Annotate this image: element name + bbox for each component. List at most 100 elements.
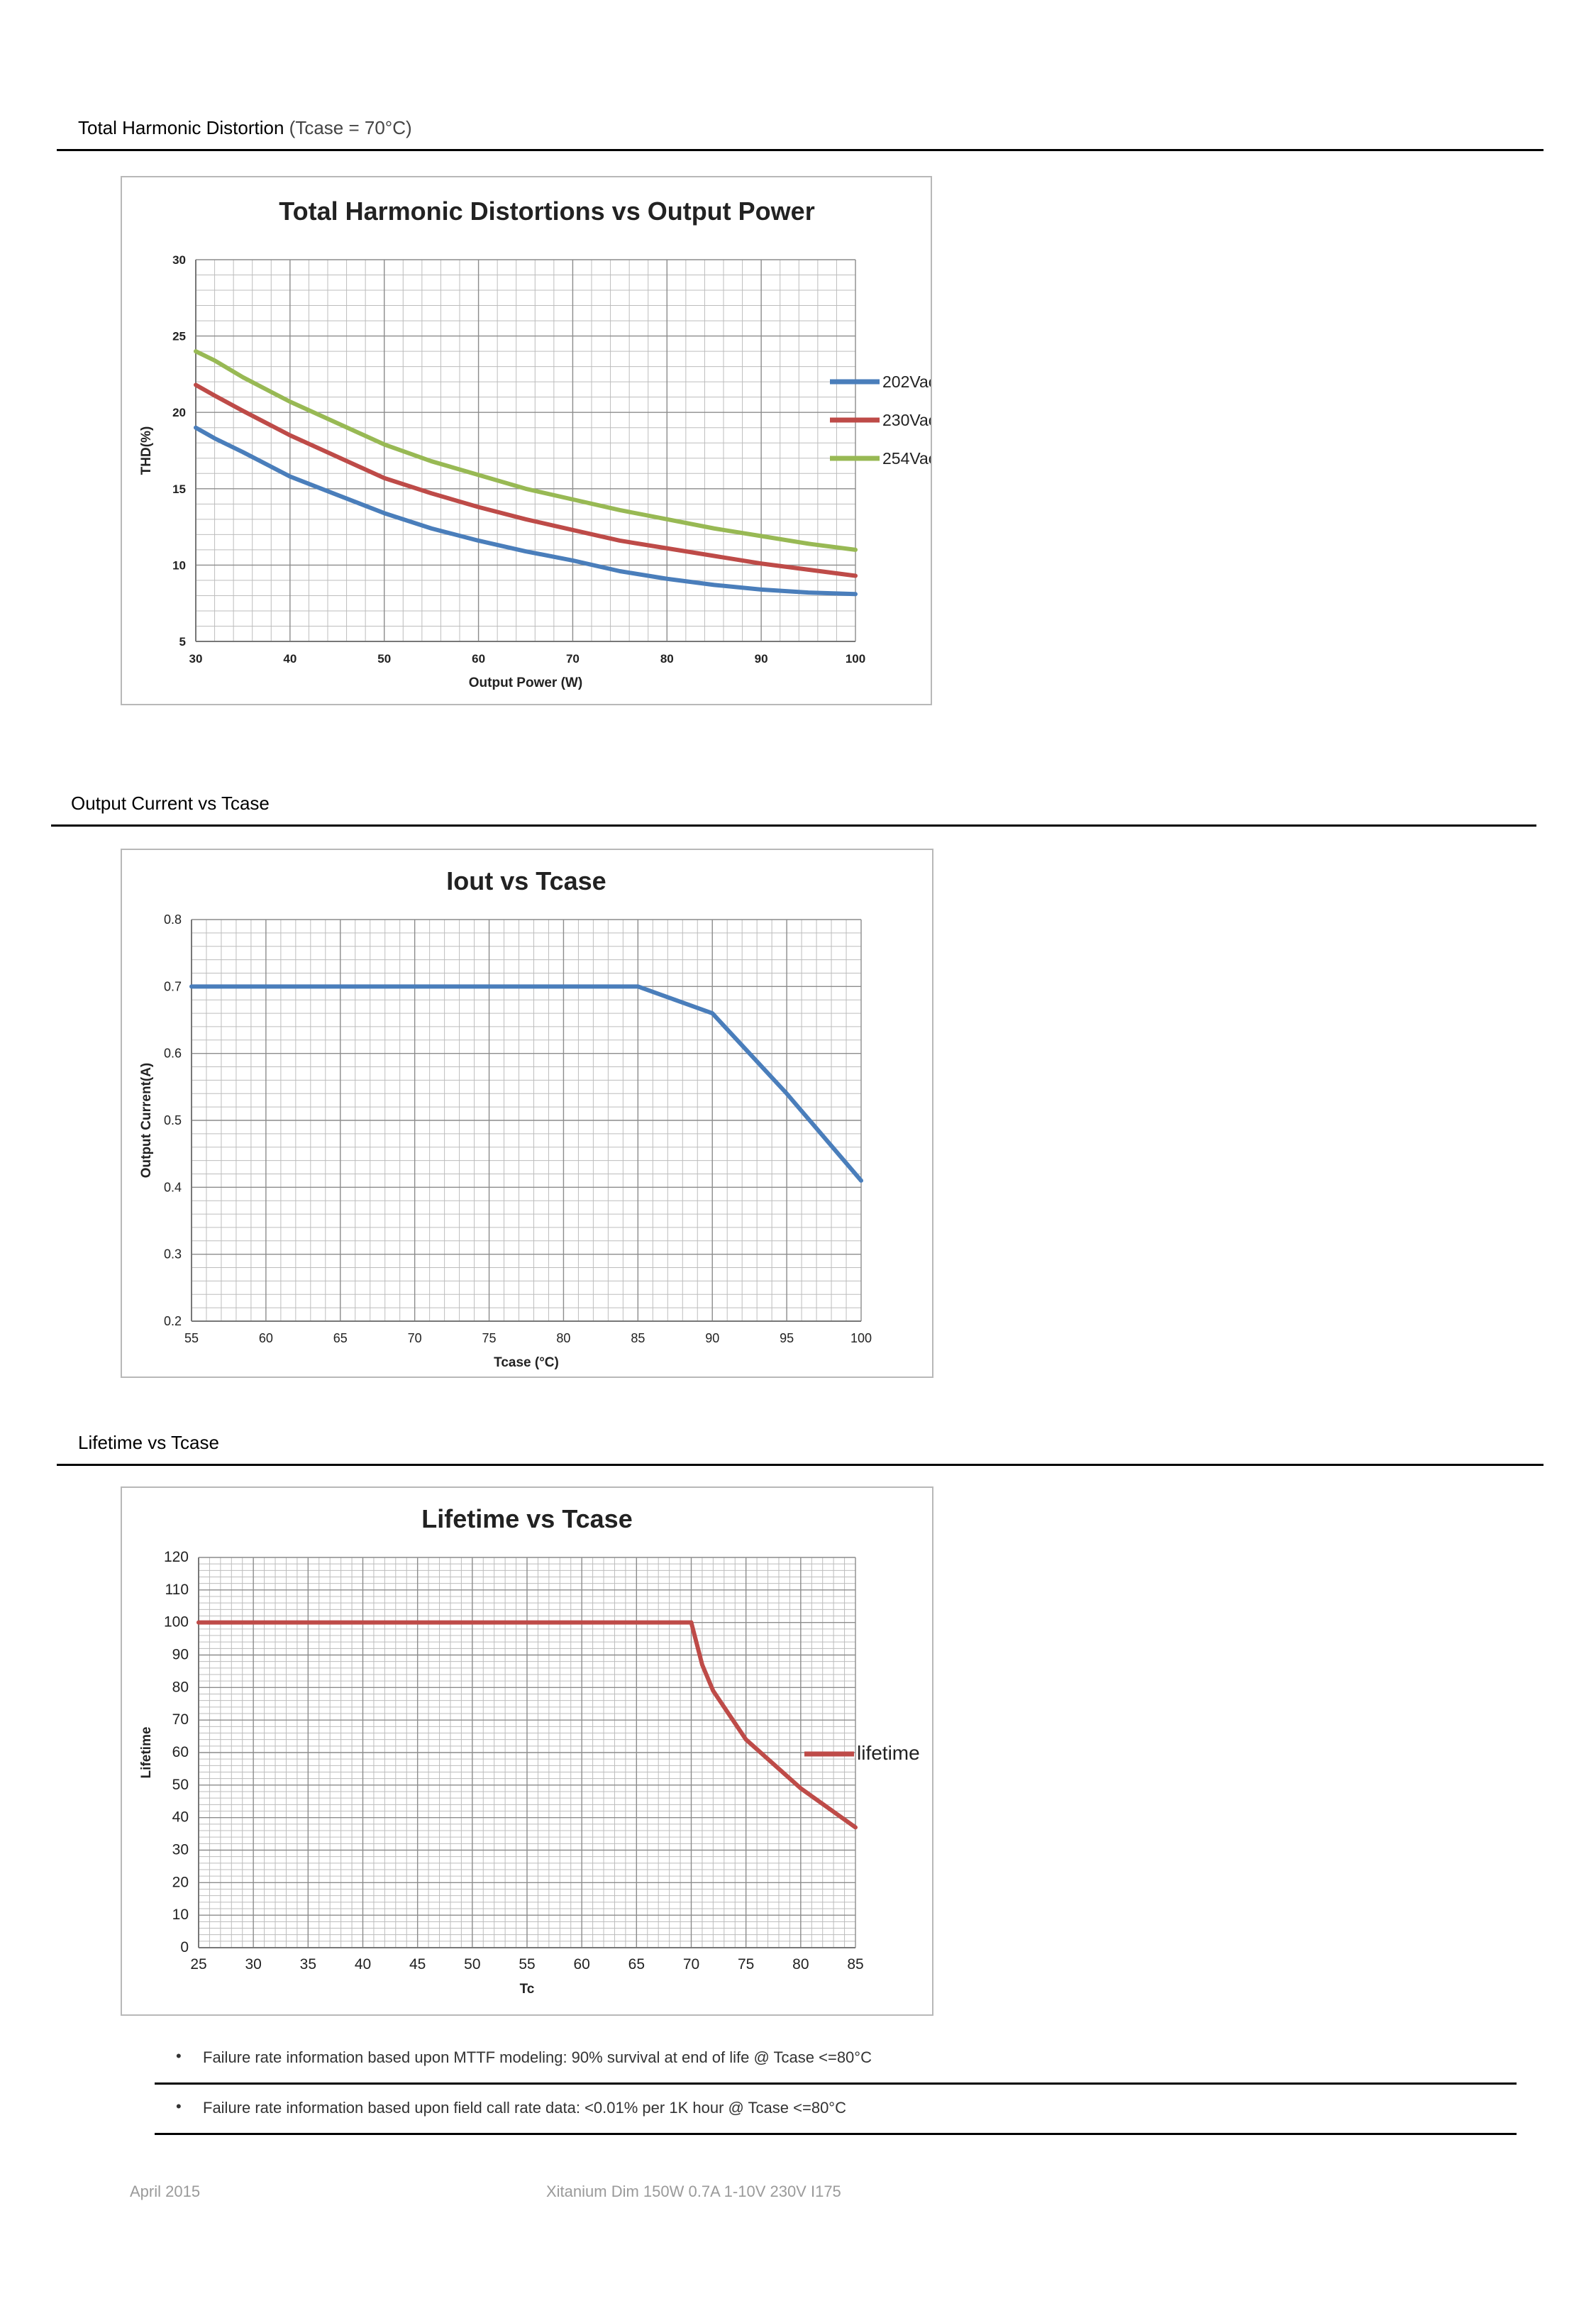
chart-title: Lifetime vs Tcase [421, 1504, 632, 1533]
y-tick-label: 10 [172, 1907, 189, 1923]
section-divider [51, 824, 1536, 827]
thd-chart: Total Harmonic Distortions vs Output Pow… [139, 197, 931, 690]
legend-label: 254Vac [882, 449, 931, 468]
x-tick-label: 75 [482, 1331, 497, 1345]
grid [198, 1557, 856, 1948]
notes-list: • Failure rate information based upon MT… [155, 2034, 1517, 2135]
x-tick-label: 70 [683, 1956, 699, 1973]
x-tick-label: 90 [755, 652, 768, 666]
y-tick-label: 0.8 [164, 912, 182, 927]
x-tick-label: 100 [850, 1331, 872, 1345]
iout-chart-frame: Iout vs Tcase 55 60 65 70 75 80 85 90 95 100 0.2 0.3… [121, 849, 933, 1378]
x-tick-label: 90 [705, 1331, 719, 1345]
note-text: Failure rate information based upon MTTF… [203, 2048, 872, 2066]
y-tick-label: 30 [172, 1842, 189, 1858]
y-tick-label: 120 [164, 1549, 189, 1565]
thd-section-title: Total Harmonic Distortion (Tcase = 70°C) [78, 117, 412, 139]
legend-label: 230Vac [882, 411, 931, 429]
life-chart: Lifetime vs Tcase 25 30 35 40 45 50 55 60 65 70 75 8… [139, 1504, 920, 1997]
x-tick-label: 70 [408, 1331, 422, 1345]
x-tick-label: 80 [792, 1956, 809, 1973]
series-line [189, 984, 863, 1183]
legend-label: 202Vac [882, 373, 931, 391]
y-tick-label: 0.4 [164, 1180, 182, 1194]
legend-label: lifetime [857, 1742, 920, 1764]
note-item: • Failure rate information based upon fi… [155, 2085, 1517, 2135]
x-tick-label: 100 [846, 652, 865, 666]
x-tick-label: 50 [464, 1956, 480, 1973]
bullet-icon: • [176, 2097, 182, 2115]
x-tick-label: 85 [847, 1956, 863, 1973]
x-tick-label: 85 [631, 1331, 645, 1345]
x-tick-label: 25 [190, 1956, 206, 1973]
y-tick-label: 20 [172, 406, 186, 419]
section-divider [57, 149, 1544, 151]
y-tick-label: 50 [172, 1777, 189, 1793]
y-axis-label: Lifetime [139, 1727, 154, 1779]
y-tick-label: 0.7 [164, 979, 182, 993]
x-tick-label: 70 [566, 652, 580, 666]
x-tick-label: 35 [300, 1956, 316, 1973]
legend: 202Vac 230Vac 254Vac [830, 373, 931, 468]
bullet-icon: • [176, 2047, 182, 2065]
y-tick-label: 5 [179, 635, 186, 649]
y-tick-label: 0.3 [164, 1247, 182, 1262]
y-tick-label: 10 [172, 558, 186, 572]
x-tick-label: 40 [355, 1956, 371, 1973]
life-section-title: Lifetime vs Tcase [78, 1432, 219, 1454]
x-tick-label: 55 [519, 1956, 535, 1973]
series-line [194, 382, 858, 578]
footer-product: Xitanium Dim 150W 0.7A 1-10V 230V I175 [546, 2183, 841, 2200]
x-tick-label: 80 [556, 1331, 570, 1345]
chart-title: Iout vs Tcase [446, 866, 606, 895]
x-tick-label: 45 [409, 1956, 426, 1973]
y-tick-label: 70 [172, 1711, 189, 1728]
life-section-heading: Lifetime vs Tcase [78, 1432, 219, 1453]
x-tick-label: 60 [472, 652, 485, 666]
x-axis-label: Output Power (W) [469, 675, 582, 690]
y-tick-label: 25 [172, 330, 186, 343]
y-tick-label: 15 [172, 482, 186, 496]
x-tick-label: 50 [377, 652, 391, 666]
y-axis-label: THD(%) [139, 426, 154, 475]
series-line [194, 425, 858, 597]
y-tick-label: 0.5 [164, 1113, 182, 1127]
y-tick-label: 110 [165, 1582, 189, 1598]
note-item: • Failure rate information based upon MT… [155, 2034, 1517, 2085]
x-tick-label: 60 [573, 1956, 589, 1973]
note-text: Failure rate information based upon fiel… [203, 2099, 846, 2117]
y-tick-label: 0.2 [164, 1314, 182, 1328]
y-tick-label: 60 [172, 1744, 189, 1760]
life-chart-frame: Lifetime vs Tcase 25 30 35 40 45 50 55 60 65 70 75 8… [121, 1486, 933, 2016]
x-tick-label: 55 [184, 1331, 199, 1345]
x-tick-label: 30 [189, 652, 203, 666]
x-tick-label: 95 [780, 1331, 794, 1345]
x-tick-label: 65 [628, 1956, 645, 1973]
y-tick-label: 90 [172, 1647, 189, 1663]
iout-chart: Iout vs Tcase 55 60 65 70 75 80 85 90 95 100 0.2 0.3… [139, 866, 872, 1370]
x-tick-label: 65 [333, 1331, 348, 1345]
iout-section-title: Output Current vs Tcase [71, 793, 270, 815]
footer-date: April 2015 [130, 2183, 201, 2200]
chart-title: Total Harmonic Distortions vs Output Pow… [279, 197, 814, 226]
y-tick-label: 0.6 [164, 1047, 182, 1061]
series-line [196, 1620, 858, 1830]
series-line [194, 349, 858, 552]
legend: lifetime [804, 1742, 920, 1764]
y-tick-label: 80 [172, 1679, 189, 1695]
y-tick-label: 30 [172, 253, 186, 267]
x-axis-label: Tcase (°C) [494, 1355, 559, 1370]
iout-section-heading: Output Current vs Tcase [71, 793, 270, 814]
grid [195, 259, 856, 642]
x-tick-label: 60 [259, 1331, 273, 1345]
x-tick-label: 30 [245, 1956, 261, 1973]
x-tick-label: 75 [738, 1956, 754, 1973]
grid [191, 919, 862, 1322]
x-axis-label: Tc [520, 1982, 535, 1997]
section-divider [57, 1464, 1544, 1466]
x-tick-label: 80 [660, 652, 674, 666]
y-axis-label: Output Current(A) [139, 1063, 154, 1179]
y-tick-label: 0 [180, 1939, 189, 1955]
y-tick-label: 20 [172, 1874, 189, 1890]
x-tick-label: 40 [283, 652, 297, 666]
